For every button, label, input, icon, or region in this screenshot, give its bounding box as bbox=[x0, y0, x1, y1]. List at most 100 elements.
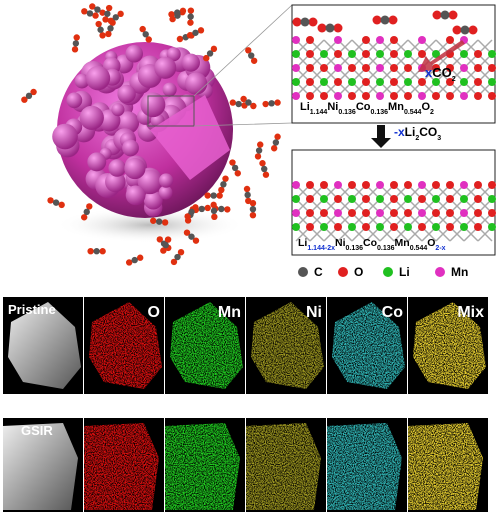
oxygen bbox=[249, 211, 257, 219]
atom bbox=[362, 78, 370, 86]
stem-image bbox=[8, 302, 81, 389]
atom bbox=[348, 92, 356, 100]
co2-molecule bbox=[184, 204, 199, 220]
co2-molecule bbox=[187, 7, 195, 26]
oxygen bbox=[58, 201, 65, 209]
atom bbox=[432, 209, 440, 217]
atom bbox=[292, 209, 300, 217]
carbon bbox=[155, 218, 163, 225]
atom bbox=[390, 64, 398, 72]
co2-molecule bbox=[249, 199, 257, 219]
element-map bbox=[170, 302, 243, 389]
co2-molecule bbox=[243, 185, 252, 205]
atom bbox=[418, 50, 426, 58]
oxygen bbox=[86, 203, 93, 210]
co2-molecule bbox=[204, 192, 223, 199]
formula-part: Li bbox=[298, 237, 307, 249]
oxygen bbox=[204, 192, 211, 199]
carbon bbox=[104, 10, 111, 17]
carbon bbox=[72, 40, 80, 47]
element-map bbox=[332, 302, 405, 389]
atom bbox=[292, 36, 300, 44]
oxygen bbox=[204, 204, 211, 212]
oxygen bbox=[125, 259, 133, 266]
formula-part: Mn bbox=[395, 237, 410, 249]
grain bbox=[158, 185, 173, 200]
carbon bbox=[97, 26, 104, 33]
atom bbox=[418, 195, 426, 203]
atom bbox=[320, 92, 328, 100]
co2-molecule bbox=[47, 197, 65, 209]
co2-molecule bbox=[317, 23, 343, 33]
atom bbox=[474, 195, 482, 203]
atom bbox=[292, 64, 300, 72]
oxygen bbox=[333, 23, 343, 33]
oxygen bbox=[211, 213, 218, 221]
co2-molecule bbox=[89, 3, 106, 16]
co2-molecule bbox=[102, 4, 113, 23]
atom bbox=[446, 64, 454, 72]
atom bbox=[348, 181, 356, 189]
element-map bbox=[327, 423, 402, 510]
atom bbox=[362, 223, 370, 231]
oxygen bbox=[184, 213, 191, 220]
oxygen bbox=[102, 16, 109, 23]
step-label: -xLi2CO3 bbox=[394, 125, 441, 142]
atom bbox=[390, 195, 398, 203]
atom bbox=[362, 195, 370, 203]
carbon bbox=[220, 181, 227, 188]
grain bbox=[125, 44, 144, 63]
co2-molecule bbox=[183, 229, 200, 244]
oxygen bbox=[169, 15, 176, 23]
formula-part: Co bbox=[363, 237, 377, 249]
atom bbox=[348, 64, 356, 72]
element-map bbox=[413, 302, 486, 389]
atom bbox=[292, 181, 300, 189]
oxygen bbox=[176, 35, 184, 43]
carbon bbox=[255, 147, 263, 154]
oxygen bbox=[30, 88, 37, 96]
carbon bbox=[188, 208, 195, 216]
oxygen bbox=[186, 32, 194, 39]
carbon bbox=[94, 6, 101, 13]
oxygen bbox=[95, 20, 102, 28]
atom bbox=[362, 50, 370, 58]
atom bbox=[404, 223, 412, 231]
atom bbox=[460, 209, 468, 217]
oxygen bbox=[317, 23, 327, 33]
grain bbox=[154, 56, 177, 79]
oxygen bbox=[145, 36, 152, 43]
co2-molecule bbox=[150, 217, 169, 226]
oxygen bbox=[197, 27, 205, 34]
element-map bbox=[408, 423, 483, 510]
atom bbox=[432, 223, 440, 231]
co2-molecule bbox=[81, 8, 99, 19]
atom bbox=[446, 36, 454, 44]
grain bbox=[181, 53, 200, 72]
carbon bbox=[231, 164, 239, 172]
oxygen bbox=[388, 15, 398, 25]
formula-part: Li bbox=[300, 101, 310, 113]
atom bbox=[446, 78, 454, 86]
grain bbox=[158, 173, 174, 188]
atom bbox=[488, 223, 496, 231]
atom bbox=[320, 195, 328, 203]
carbon bbox=[261, 165, 268, 173]
formula-part: x bbox=[425, 65, 433, 80]
co2-molecule bbox=[372, 15, 398, 25]
subscript: 0.136 bbox=[377, 245, 395, 252]
formula-part: CO bbox=[432, 65, 452, 80]
carbon bbox=[300, 17, 310, 27]
atom bbox=[474, 92, 482, 100]
atom bbox=[292, 92, 300, 100]
oxygen bbox=[187, 7, 195, 14]
subscript: 0.544 bbox=[404, 109, 422, 116]
oxygen bbox=[164, 236, 172, 243]
atom bbox=[404, 195, 412, 203]
atom bbox=[334, 64, 342, 72]
subscript: 2 bbox=[415, 135, 419, 142]
stem-image bbox=[3, 423, 78, 510]
grain bbox=[85, 65, 111, 91]
atom bbox=[362, 36, 370, 44]
atom bbox=[488, 78, 496, 86]
